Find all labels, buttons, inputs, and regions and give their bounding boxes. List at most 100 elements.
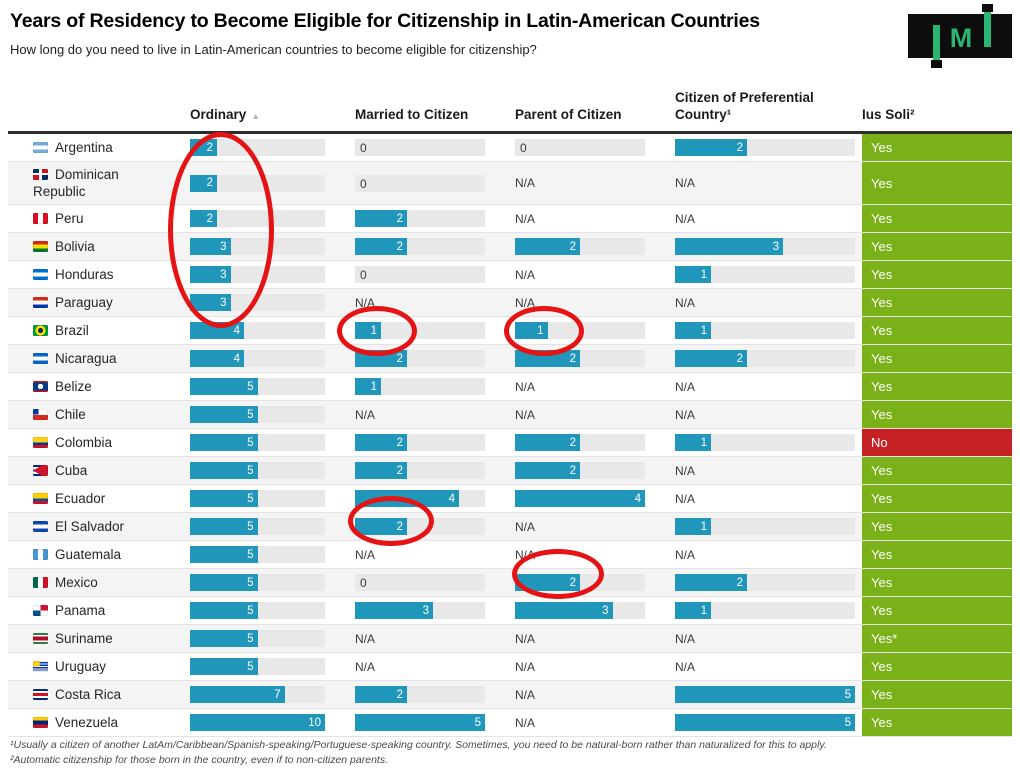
country-name: Venezuela (55, 715, 119, 730)
table-row: Panama 5 3 3 1 Yes (8, 597, 1012, 625)
ius-soli-cell: Yes (862, 134, 1012, 161)
country-cell: Colombia (8, 429, 190, 456)
country-cell: Cuba (8, 457, 190, 484)
table-row: Bolivia 3 2 2 3 Yes (8, 233, 1012, 261)
na-value: N/A (515, 267, 536, 282)
na-value: N/A (675, 631, 696, 646)
bar-cell-parent: N/A (515, 681, 675, 708)
bar-value: 2 (206, 141, 213, 154)
bar-track: 5 (675, 686, 855, 703)
country-cell-content: Peru (33, 210, 186, 227)
bar-track: 2 (515, 350, 645, 367)
bar-cell-married: N/A (355, 541, 515, 568)
bar-track: 4 (190, 350, 325, 367)
bar-cell-parent: N/A (515, 401, 675, 428)
country-cell: Argentina (8, 134, 190, 161)
value-bar: 5 (190, 462, 258, 479)
country-cell-content: Honduras (33, 266, 186, 283)
bar-track: 5 (190, 546, 325, 563)
bar-value: 5 (844, 688, 851, 701)
column-header-married[interactable]: Married to Citizen (355, 107, 469, 123)
bar-track: 2 (355, 518, 485, 535)
bar-track: 1 (675, 322, 855, 339)
bar-track: 1 (515, 322, 645, 339)
bar-track: 0 (515, 139, 645, 156)
ius-soli-cell: Yes (862, 513, 1012, 540)
bar-cell-parent: N/A (515, 289, 675, 316)
country-cell-content: Brazil (33, 322, 186, 339)
table-row: Cuba 5 2 2 N/A Yes (8, 457, 1012, 485)
ius-soli-cell: Yes (862, 569, 1012, 596)
country-name: Mexico (55, 575, 98, 590)
bar-value: 1 (537, 324, 544, 337)
na-value: N/A (515, 176, 536, 190)
bar-cell-ordinary: 5 (190, 429, 355, 456)
table-body: Argentina 2 0 0 2 Yes Dominican Republic 2 0 N/A N… (8, 134, 1012, 737)
bar-value: 5 (247, 492, 254, 505)
value-bar: 2 (355, 210, 407, 227)
residency-table: Ordinary ▲ Married to Citizen Parent of C… (8, 82, 1012, 737)
bar-value: 5 (247, 464, 254, 477)
country-name: Honduras (55, 267, 114, 282)
ius-soli-cell: Yes (862, 317, 1012, 344)
bar-value: 3 (220, 240, 227, 253)
bar-track: 5 (190, 406, 325, 423)
country-name: El Salvador (55, 519, 125, 534)
bar-value: 2 (569, 576, 576, 589)
column-header-preferential[interactable]: Citizen of Preferential Country¹ (675, 89, 814, 123)
country-name: Chile (55, 407, 86, 422)
bar-cell-ordinary: 5 (190, 457, 355, 484)
bar-value: 2 (396, 688, 403, 701)
bar-track: 2 (190, 139, 325, 156)
bar-track: 4 (355, 490, 485, 507)
value-bar: 4 (190, 322, 244, 339)
country-cell-content: Guatemala (33, 546, 186, 563)
bar-cell-ordinary: 10 (190, 709, 355, 736)
bar-value: 2 (736, 352, 743, 365)
bar-cell-ordinary: 4 (190, 345, 355, 372)
ius-soli-cell: Yes (862, 205, 1012, 232)
bar-track: 1 (675, 518, 855, 535)
bar-cell-preferential: 1 (675, 597, 862, 624)
na-value: N/A (675, 491, 696, 506)
bar-track: 2 (355, 350, 485, 367)
bar-track: 5 (190, 518, 325, 535)
bar-track: 3 (190, 266, 325, 283)
na-value: N/A (675, 463, 696, 478)
flag-venezuela-icon (33, 717, 48, 728)
value-bar: 1 (675, 266, 711, 283)
value-bar: 5 (675, 686, 855, 703)
table-row: Uruguay 5 N/A N/A N/A Yes (8, 653, 1012, 681)
bar-cell-ordinary: 5 (190, 569, 355, 596)
bar-track: 3 (675, 238, 855, 255)
bar-track: 3 (190, 238, 325, 255)
bar-track: 0 (355, 266, 485, 283)
flag-el-salvador-icon (33, 521, 48, 532)
value-bar: 2 (355, 238, 407, 255)
value-bar: 2 (190, 210, 217, 227)
bar-cell-parent: N/A (515, 709, 675, 736)
flag-mexico-icon (33, 577, 48, 588)
value-bar: 2 (190, 174, 217, 192)
value-bar: 1 (515, 322, 548, 339)
na-value: N/A (675, 295, 696, 310)
bar-track: 2 (675, 574, 855, 591)
column-header-ordinary[interactable]: Ordinary ▲ (190, 106, 355, 124)
bar-value: 7 (274, 688, 281, 701)
country-cell-content: Uruguay (33, 658, 186, 675)
flag-brazil-icon (33, 325, 48, 336)
bar-track: 5 (190, 378, 325, 395)
table-row: Nicaragua 4 2 2 2 Yes (8, 345, 1012, 373)
country-name: Panama (55, 603, 106, 618)
ius-soli-cell: Yes (862, 653, 1012, 680)
bar-cell-married: 5 (355, 709, 515, 736)
column-header-parent[interactable]: Parent of Citizen (515, 107, 622, 123)
table-header-row: Ordinary ▲ Married to Citizen Parent of C… (8, 82, 1012, 134)
na-value: N/A (515, 295, 536, 310)
country-cell: Belize (8, 373, 190, 400)
bar-cell-parent: N/A (515, 261, 675, 288)
column-header-ius-soli[interactable]: Ius Soli² (862, 107, 915, 123)
ius-soli-value: Yes (871, 659, 893, 674)
bar-cell-parent: 2 (515, 345, 675, 372)
